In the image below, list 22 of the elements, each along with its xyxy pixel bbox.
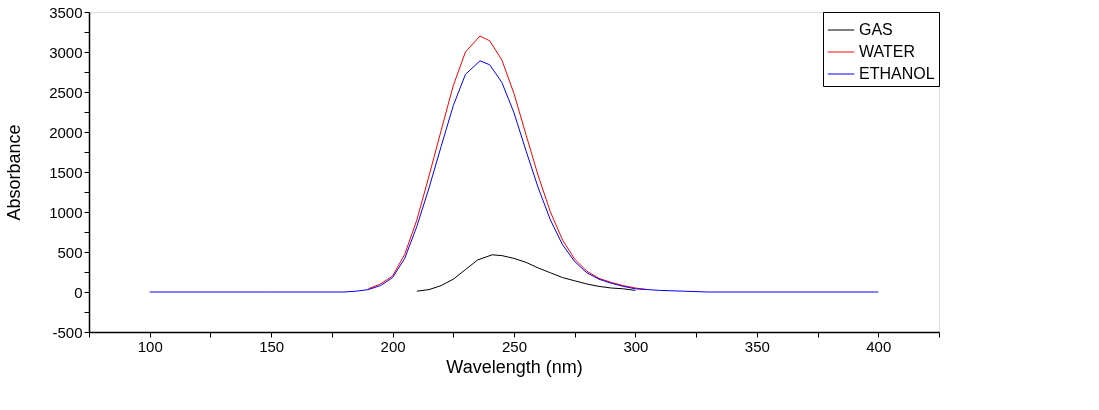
x-axis-title: Wavelength (nm) <box>446 356 583 377</box>
y-tick-label: -500 <box>52 323 83 341</box>
legend-label: ETHANOL <box>859 65 935 82</box>
y-tick-label: 1000 <box>49 203 83 221</box>
legend-label: GAS <box>859 21 893 38</box>
y-tick-label: 3500 <box>49 3 83 21</box>
y-tick-label: 0 <box>74 283 83 301</box>
y-tick-label: 1500 <box>49 163 83 181</box>
x-tick-label: 400 <box>866 337 892 355</box>
y-tick-label: 500 <box>57 243 83 261</box>
x-tick-label: 250 <box>501 337 528 355</box>
y-axis-title: Absorbance <box>4 124 25 221</box>
line-series <box>416 254 636 292</box>
x-tick-label: 150 <box>259 337 285 355</box>
x-tick-label: 350 <box>744 337 770 355</box>
x-tick-label: 300 <box>623 337 649 355</box>
y-tick-label: 2500 <box>49 83 83 101</box>
x-tick-label: 200 <box>380 337 406 355</box>
legend-label: WATER <box>859 43 915 60</box>
x-tick-label: 100 <box>137 337 163 355</box>
y-tick-label: 3000 <box>49 43 83 61</box>
y-tick-label: 2000 <box>49 123 83 141</box>
